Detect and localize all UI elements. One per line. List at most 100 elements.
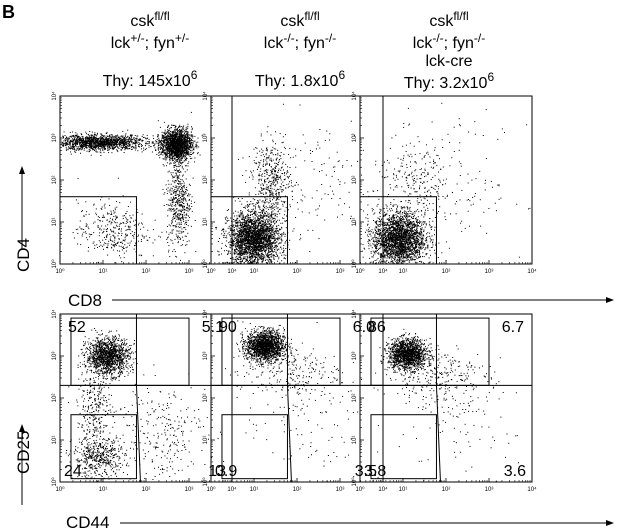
event-dot xyxy=(71,135,73,137)
event-dot xyxy=(174,147,175,149)
event-dot xyxy=(72,135,74,137)
event-dot xyxy=(237,220,239,222)
event-dot xyxy=(102,145,104,147)
event-dot xyxy=(120,143,122,145)
event-dot xyxy=(164,129,166,131)
event-dot xyxy=(178,183,180,185)
event-dot xyxy=(184,146,186,148)
event-dot xyxy=(181,192,183,194)
event-dot xyxy=(173,138,175,140)
event-dot xyxy=(186,136,187,138)
event-dot xyxy=(244,257,246,259)
event-dot xyxy=(76,133,78,135)
event-dot xyxy=(180,139,182,141)
event-dot xyxy=(187,132,189,134)
event-dot xyxy=(247,222,249,224)
event-dot xyxy=(182,199,184,201)
event-dot xyxy=(189,156,191,157)
event-dot xyxy=(124,147,126,149)
genotype-text: lck xyxy=(264,35,285,52)
event-dot xyxy=(186,186,188,188)
event-dot xyxy=(121,136,123,138)
event-dot xyxy=(94,142,95,144)
event-dot xyxy=(175,172,177,174)
event-dot xyxy=(85,147,87,148)
event-dot xyxy=(181,154,183,156)
event-dot xyxy=(172,172,174,174)
event-dot xyxy=(174,150,176,152)
event-dot xyxy=(229,241,231,243)
event-dot xyxy=(104,144,106,146)
event-dot xyxy=(253,210,255,212)
event-dot xyxy=(121,234,122,236)
event-dot xyxy=(180,224,182,225)
event-dot xyxy=(185,213,187,215)
event-dot xyxy=(92,136,94,138)
event-dot xyxy=(172,185,174,187)
event-dot xyxy=(166,154,168,156)
event-dot xyxy=(188,151,190,153)
event-dot xyxy=(180,221,182,223)
event-dot xyxy=(176,177,178,179)
event-dot xyxy=(197,141,199,143)
event-dot xyxy=(124,225,126,227)
event-dot xyxy=(168,208,170,210)
event-dot xyxy=(86,142,88,144)
event-dot xyxy=(191,147,193,149)
event-dot xyxy=(96,141,98,143)
event-dot xyxy=(182,157,184,159)
event-dot xyxy=(175,172,177,174)
event-dot xyxy=(146,143,148,145)
event-dot xyxy=(186,147,187,149)
event-dot xyxy=(174,251,176,252)
event-dot xyxy=(229,251,231,253)
event-dot xyxy=(246,253,248,255)
event-dot xyxy=(100,139,102,141)
event-dot xyxy=(184,155,186,157)
event-dot xyxy=(90,146,92,148)
event-dot xyxy=(195,144,197,146)
event-dot xyxy=(165,138,167,140)
event-dot xyxy=(178,164,180,166)
event-dot xyxy=(175,204,177,206)
event-dot xyxy=(172,202,174,203)
event-dot xyxy=(117,243,118,244)
event-dot xyxy=(120,137,122,139)
event-dot xyxy=(118,238,120,240)
event-dot xyxy=(112,147,114,149)
event-dot xyxy=(176,166,178,168)
event-dot xyxy=(122,139,124,141)
event-dot xyxy=(105,138,107,140)
event-dot xyxy=(178,241,179,243)
event-dot xyxy=(186,136,188,138)
event-dot xyxy=(174,161,176,163)
event-dot xyxy=(184,140,186,141)
event-dot xyxy=(173,162,175,164)
event-dot xyxy=(133,143,135,145)
event-dot xyxy=(191,126,192,128)
event-dot xyxy=(95,145,97,147)
event-dot xyxy=(175,169,176,171)
event-dot xyxy=(160,142,162,144)
event-dot xyxy=(168,154,170,156)
event-dot xyxy=(100,140,101,142)
event-dot xyxy=(123,146,125,148)
event-dot xyxy=(100,136,102,138)
event-dot xyxy=(169,210,171,212)
event-dot xyxy=(65,144,67,146)
event-dot xyxy=(107,140,109,142)
event-dot xyxy=(133,138,135,140)
event-dot xyxy=(77,146,79,148)
event-dot xyxy=(223,229,225,231)
event-dot xyxy=(178,143,180,145)
event-dot xyxy=(125,143,127,145)
event-dot xyxy=(235,210,237,212)
event-dot xyxy=(126,229,128,231)
event-dot xyxy=(173,249,175,250)
event-dot xyxy=(182,144,183,146)
event-dot xyxy=(175,159,177,161)
event-dot xyxy=(171,223,173,225)
event-dot xyxy=(160,139,162,141)
event-dot xyxy=(101,144,103,146)
event-dot xyxy=(292,230,294,232)
